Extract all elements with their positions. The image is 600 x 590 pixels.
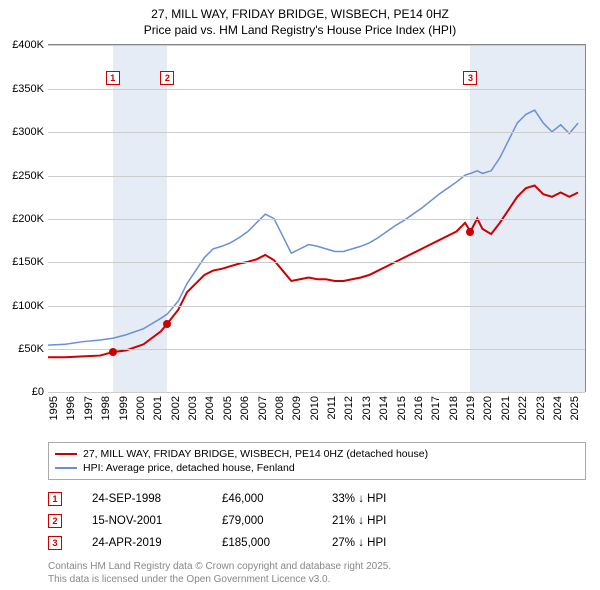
legend-row: 27, MILL WAY, FRIDAY BRIDGE, WISBECH, PE… (55, 447, 579, 461)
x-tick-label: 2001 (152, 396, 164, 420)
x-tick-label: 2022 (517, 396, 529, 420)
y-tick-label: £250K (12, 170, 44, 182)
y-tick-label: £300K (12, 126, 44, 138)
sales-table: 1 24-SEP-1998 £46,000 33% ↓ HPI 2 15-NOV-2001… (48, 488, 586, 554)
series-hpi (48, 110, 578, 345)
footer-line-1: Contains HM Land Registry data © Crown c… (48, 560, 586, 573)
chart-area: £0£50K£100K£150K£200K£250K£300K£350K£400… (48, 44, 586, 392)
x-tick-label: 2024 (552, 396, 564, 420)
footer-line-2: This data is licensed under the Open Gov… (48, 573, 586, 586)
gridline (48, 132, 585, 133)
x-tick-label: 1995 (48, 396, 60, 420)
sale-delta: 33% ↓ HPI (332, 493, 422, 505)
sale-dot (163, 320, 171, 328)
sale-row-marker: 1 (48, 492, 62, 506)
x-tick-label: 2004 (204, 396, 216, 420)
y-tick-label: £400K (12, 39, 44, 51)
x-tick-label: 1999 (118, 396, 130, 420)
sale-marker-box: 1 (106, 71, 120, 85)
sale-price: £46,000 (222, 493, 302, 505)
gridline (48, 392, 585, 393)
y-tick-label: £0 (32, 386, 44, 398)
x-tick-label: 2021 (500, 396, 512, 420)
x-tick-label: 2006 (239, 396, 251, 420)
x-tick-label: 2011 (326, 396, 338, 420)
x-tick-label: 2015 (396, 396, 408, 420)
y-tick-label: £150K (12, 256, 44, 268)
x-tick-label: 2005 (222, 396, 234, 420)
title-line-1: 27, MILL WAY, FRIDAY BRIDGE, WISBECH, PE… (0, 6, 600, 22)
x-tick-label: 2003 (187, 396, 199, 420)
sale-date: 24-APR-2019 (92, 537, 192, 549)
x-tick-label: 2000 (135, 396, 147, 420)
x-tick-label: 2002 (170, 396, 182, 420)
x-tick-label: 2025 (569, 396, 581, 420)
sale-price: £185,000 (222, 537, 302, 549)
legend-swatch (55, 467, 77, 469)
gridline (48, 45, 585, 46)
title-line-2: Price paid vs. HM Land Registry's House … (0, 22, 600, 38)
gridline (48, 219, 585, 220)
x-tick-label: 2016 (413, 396, 425, 420)
sale-date: 15-NOV-2001 (92, 515, 192, 527)
x-tick-label: 2009 (291, 396, 303, 420)
x-tick-label: 2007 (257, 396, 269, 420)
footer: Contains HM Land Registry data © Crown c… (48, 560, 586, 586)
series-property (48, 186, 578, 358)
title-block: 27, MILL WAY, FRIDAY BRIDGE, WISBECH, PE… (0, 0, 600, 40)
legend: 27, MILL WAY, FRIDAY BRIDGE, WISBECH, PE… (48, 442, 586, 480)
x-tick-label: 1998 (100, 396, 112, 420)
x-tick-label: 2010 (309, 396, 321, 420)
sale-row-marker: 2 (48, 514, 62, 528)
gridline (48, 89, 585, 90)
sale-row-marker: 3 (48, 536, 62, 550)
y-tick-label: £200K (12, 213, 44, 225)
gridline (48, 349, 585, 350)
sale-row: 3 24-APR-2019 £185,000 27% ↓ HPI (48, 532, 586, 554)
legend-swatch (55, 453, 77, 455)
legend-label: HPI: Average price, detached house, Fenl… (83, 462, 295, 474)
x-tick-label: 1997 (83, 396, 95, 420)
x-axis: 1995 1996 1997 1998 1999 2000 2001 2002 2003 2004… (48, 392, 585, 436)
x-tick-label: 2023 (535, 396, 547, 420)
y-tick-label: £350K (12, 83, 44, 95)
sale-dot (466, 228, 474, 236)
gridline (48, 262, 585, 263)
sale-delta: 27% ↓ HPI (332, 537, 422, 549)
x-tick-label: 2013 (361, 396, 373, 420)
legend-row: HPI: Average price, detached house, Fenl… (55, 461, 579, 475)
sale-row: 1 24-SEP-1998 £46,000 33% ↓ HPI (48, 488, 586, 510)
gridline (48, 306, 585, 307)
y-axis: £0£50K£100K£150K£200K£250K£300K£350K£400… (0, 45, 48, 392)
x-tick-label: 2014 (378, 396, 390, 420)
sale-price: £79,000 (222, 515, 302, 527)
sale-marker-box: 2 (160, 71, 174, 85)
sale-row: 2 15-NOV-2001 £79,000 21% ↓ HPI (48, 510, 586, 532)
sale-date: 24-SEP-1998 (92, 493, 192, 505)
x-tick-label: 2008 (274, 396, 286, 420)
chart-container: 27, MILL WAY, FRIDAY BRIDGE, WISBECH, PE… (0, 0, 600, 590)
x-tick-label: 2019 (465, 396, 477, 420)
x-tick-label: 2012 (343, 396, 355, 420)
legend-label: 27, MILL WAY, FRIDAY BRIDGE, WISBECH, PE… (83, 448, 428, 460)
x-tick-label: 2017 (430, 396, 442, 420)
sale-delta: 21% ↓ HPI (332, 515, 422, 527)
y-tick-label: £100K (12, 300, 44, 312)
sale-marker-box: 3 (463, 71, 477, 85)
gridline (48, 176, 585, 177)
x-tick-label: 1996 (65, 396, 77, 420)
y-tick-label: £50K (18, 343, 44, 355)
x-tick-label: 2020 (482, 396, 494, 420)
sale-dot (109, 348, 117, 356)
x-tick-label: 2018 (448, 396, 460, 420)
